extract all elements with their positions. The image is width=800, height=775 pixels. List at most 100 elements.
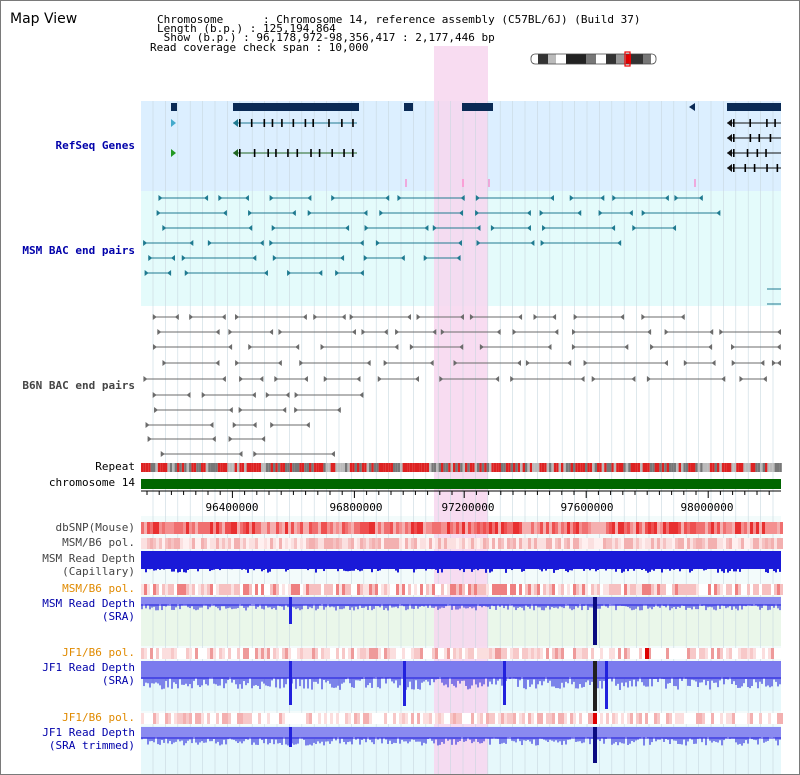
jf1-sra-depth-bar	[599, 677, 601, 681]
msm-cap-depth-bar	[143, 563, 145, 568]
track-label-msm-b6-pol[interactable]: MSM/B6 pol.	[62, 536, 135, 549]
jf1-trim-pol-cell	[525, 713, 528, 724]
dbsnp-cell	[621, 522, 624, 534]
dbsnp-cell	[681, 522, 684, 534]
jf1-trim-depth-bar	[351, 737, 353, 745]
track-label-jf1-depth-sra[interactable]: JF1 Read Depth	[42, 661, 135, 674]
jf1-trim-pol-cell	[192, 713, 195, 724]
track-label-refseq-genes[interactable]: RefSeq Genes	[55, 139, 135, 152]
jf1-sra-depth-bar	[663, 677, 665, 680]
repeat-segment	[251, 463, 254, 472]
repeat-segment	[330, 463, 333, 472]
jf1-sra-depth-bar	[693, 677, 695, 681]
jf1-sra-depth-bar	[735, 677, 737, 685]
jf1-trim-pol-cell	[264, 713, 267, 724]
track-label-b6n-bac[interactable]: B6N BAC end pairs	[22, 379, 135, 392]
repeat-segment	[143, 463, 146, 472]
jf1-sra-depth-spike[interactable]	[503, 661, 506, 705]
msm-pol-cell	[294, 538, 297, 549]
track-label-jf1-b6-pol-trimmed[interactable]: JF1/B6 pol.	[62, 711, 135, 724]
msm-sra-depth-bar	[397, 604, 399, 609]
jf1-trim-depth-bar	[683, 737, 685, 740]
repeat-segment	[705, 463, 708, 472]
msm-pol-cell	[306, 538, 309, 549]
bac-end-marker	[235, 314, 240, 320]
msm-sra-depth-bar	[703, 604, 705, 606]
jf1-trim-depth-bar	[359, 737, 361, 745]
msm-sra-pol-cell	[522, 584, 525, 595]
bac-end-marker	[631, 376, 636, 382]
jf1-trim-depth-spike[interactable]	[593, 727, 597, 763]
jf1-trim-pol-cell	[492, 713, 495, 724]
jf1-sra-depth-bar	[145, 677, 147, 683]
gene-block[interactable]	[727, 103, 781, 111]
gene-exon	[753, 164, 756, 172]
bac-end-marker	[361, 329, 366, 335]
track-label-jf1-b6-pol[interactable]: JF1/B6 pol.	[62, 646, 135, 659]
jf1-pol-cell	[258, 648, 261, 659]
msm-cap-depth-bar	[177, 563, 179, 573]
msm-cap-depth-bar	[597, 563, 599, 570]
repeat-segment	[369, 463, 372, 472]
jf1-sra-depth-bar	[555, 677, 557, 689]
jf1-sra-depth-bar	[389, 677, 391, 678]
dbsnp-cell	[768, 522, 771, 534]
jf1-sra-depth-bar	[577, 677, 579, 689]
jf1-sra-depth-spike[interactable]	[289, 661, 292, 705]
chromosome-bar[interactable]	[141, 479, 781, 489]
msm-sra-depth-bar	[141, 604, 143, 610]
msm-pol-cell	[303, 538, 306, 549]
msm-sra-pol-cell	[603, 584, 606, 595]
jf1-trim-depth-spike[interactable]	[289, 727, 292, 747]
msm-sra-depth-bar	[623, 604, 625, 606]
jf1-trim-pol-cell	[753, 713, 756, 724]
gene-block[interactable]	[462, 103, 493, 111]
msm-sra-depth-spike[interactable]	[289, 597, 292, 624]
track-label-msm-depth-sra[interactable]: MSM Read Depth	[42, 597, 135, 610]
dbsnp-cell	[423, 522, 426, 534]
track-label-jf1-depth-trimmed[interactable]: JF1 Read Depth	[42, 726, 135, 739]
dbsnp-cell	[321, 522, 324, 534]
msm-sra-pol-cell	[348, 584, 351, 595]
msm-cap-depth-bar	[453, 563, 455, 569]
track-label-dbsnp[interactable]: dbSNP(Mouse)	[55, 521, 135, 534]
jf1-pol-cell	[246, 648, 249, 659]
track-label-msm-bac[interactable]: MSM BAC end pairs	[22, 244, 135, 257]
track-label-chromosome[interactable]: chromosome 14	[48, 476, 135, 489]
msm-cap-depth-bar	[523, 563, 525, 571]
dbsnp-cell	[441, 522, 444, 534]
track-label-msm-depth-capillary[interactable]: MSM Read Depth	[42, 552, 135, 565]
jf1-pol-cell	[330, 648, 333, 659]
track-label-msm-b6-pol-sra[interactable]: MSM/B6 pol.	[62, 582, 135, 595]
msm-cap-depth-bar	[255, 563, 257, 568]
jf1-sra-depth-spike[interactable]	[605, 661, 608, 709]
msm-cap-depth-bar	[279, 563, 281, 564]
msm-cap-depth-bar	[203, 563, 205, 568]
jf1-sra-depth-spike[interactable]	[403, 661, 406, 706]
repeat-segment	[381, 463, 384, 472]
repeat-segment	[273, 463, 276, 472]
ideogram-outline[interactable]	[530, 53, 657, 65]
jf1-sra-depth-bar	[303, 677, 305, 689]
jf1-trim-depth-bar	[747, 737, 749, 744]
msm-sra-depth-spike[interactable]	[593, 597, 597, 645]
msm-pol-cell	[588, 538, 591, 549]
jf1-trim-pol-cell	[630, 713, 633, 724]
jf1-trim-pol-cell	[771, 713, 774, 724]
repeat-segment	[717, 463, 720, 472]
msm-cap-depth-bar	[769, 563, 771, 565]
msm-cap-depth-bar	[355, 563, 357, 567]
msm-cap-depth-bar	[533, 563, 535, 570]
jf1-pol-cell	[243, 648, 246, 659]
jf1-trim-depth-bar	[173, 737, 175, 743]
repeat-segment	[385, 463, 389, 472]
dbsnp-cell	[285, 522, 288, 534]
jf1-sra-depth-spike[interactable]	[593, 661, 597, 711]
dbsnp-cell	[156, 522, 159, 534]
track-label-repeat[interactable]: Repeat	[95, 460, 135, 473]
msm-sra-depth-bar	[425, 604, 427, 606]
msm-sra-pol-cell	[525, 584, 528, 595]
gene-block[interactable]	[233, 103, 359, 111]
dbsnp-cell	[696, 522, 699, 534]
